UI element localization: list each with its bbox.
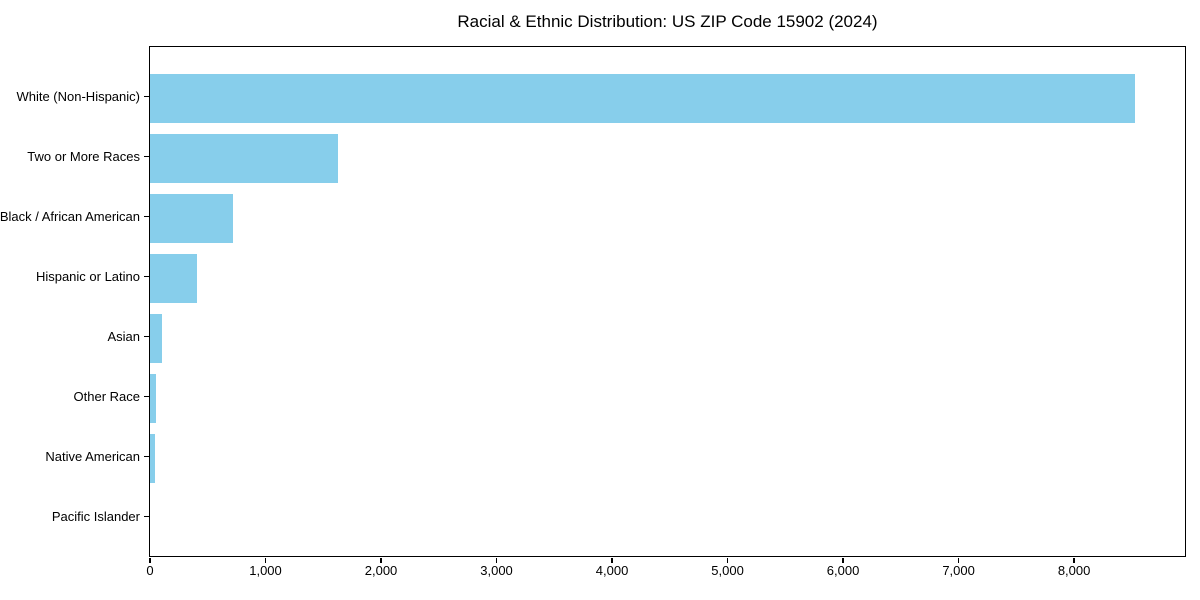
y-tick-mark — [143, 275, 149, 278]
chart-title: Racial & Ethnic Distribution: US ZIP Cod… — [457, 12, 878, 31]
bar — [150, 133, 339, 183]
y-tick-mark — [143, 215, 149, 218]
x-tick-label: 8,000 — [1057, 563, 1091, 578]
y-tick-label: Black / African American — [0, 209, 140, 224]
x-tick-label: 4,000 — [595, 563, 629, 578]
bar — [150, 433, 156, 483]
x-tick-label: 2,000 — [364, 563, 398, 578]
y-tick-mark — [143, 455, 149, 458]
y-tick-label: Asian — [107, 329, 140, 344]
y-tick-mark — [143, 155, 149, 158]
x-tick-label: 0 — [146, 563, 154, 578]
y-tick-mark — [143, 515, 149, 518]
bar — [150, 193, 234, 243]
x-tick-mark — [842, 557, 844, 563]
x-tick-label: 3,000 — [480, 563, 513, 578]
x-tick-mark — [726, 557, 729, 563]
y-axis-labels: White (Non-Hispanic) Two or More Races Bla… — [0, 46, 140, 557]
x-tick-mark — [149, 557, 151, 563]
y-tick-label: Hispanic or Latino — [35, 269, 140, 284]
y-tick-mark — [143, 395, 149, 398]
y-tick-label: Two or More Races — [27, 149, 140, 164]
bar — [150, 253, 198, 303]
bar — [150, 373, 156, 423]
x-tick-label: 5,000 — [711, 563, 744, 578]
x-tick-mark — [957, 557, 960, 563]
x-tick-mark — [1073, 557, 1075, 563]
y-tick-label: Pacific Islander — [51, 509, 140, 524]
x-tick-mark — [264, 557, 267, 563]
x-tick-mark — [495, 557, 498, 563]
bar — [150, 313, 162, 363]
x-tick-mark — [380, 557, 382, 563]
y-tick-label: Native American — [45, 449, 140, 464]
y-tick-label: Other Race — [73, 389, 140, 404]
y-tick-mark — [143, 335, 149, 338]
x-tick-mark — [611, 557, 613, 563]
y-tick-mark — [143, 95, 149, 98]
x-tick-label: 1,000 — [249, 563, 282, 578]
bar — [150, 73, 1136, 123]
x-tick-label: 7,000 — [942, 563, 975, 578]
x-tick-label: 6,000 — [826, 563, 860, 578]
y-tick-label: White (Non-Hispanic) — [16, 89, 140, 104]
plot-area: 0 1,000 2,000 3,000 4,000 5,000 6,000 7,000 8,00… — [143, 46, 1186, 578]
